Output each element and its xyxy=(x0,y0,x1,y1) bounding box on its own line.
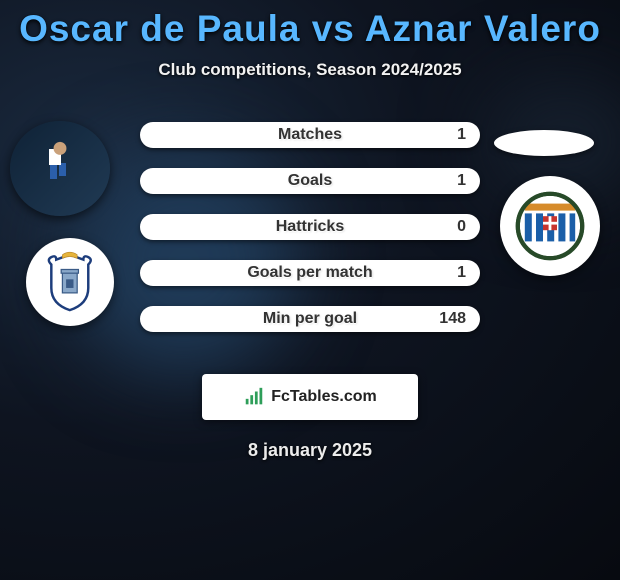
stat-label: Goals xyxy=(288,172,332,190)
logo-text: FcTables.com xyxy=(271,388,377,406)
stat-label: Hattricks xyxy=(276,218,344,236)
stat-row-hattricks: Hattricks 0 xyxy=(140,214,480,240)
logo-box: FcTables.com xyxy=(202,374,418,420)
club-crest-left-icon xyxy=(39,251,101,313)
club-crest-right-icon xyxy=(515,191,585,261)
stat-row-goals: Goals 1 xyxy=(140,168,480,194)
stat-row-matches: Matches 1 xyxy=(140,122,480,148)
stat-label: Goals per match xyxy=(247,264,372,282)
page-subtitle: Club competitions, Season 2024/2025 xyxy=(0,60,620,80)
stat-row-goals-per-match: Goals per match 1 xyxy=(140,260,480,286)
player-avatar-left xyxy=(10,121,110,216)
player-avatar-right-placeholder xyxy=(494,130,594,156)
player-silhouette-icon xyxy=(30,135,90,202)
stat-label: Matches xyxy=(278,126,342,144)
stat-value-right: 148 xyxy=(439,310,466,328)
stat-value-right: 0 xyxy=(457,218,466,236)
club-badge-right xyxy=(500,176,600,276)
player-photo-placeholder xyxy=(10,121,110,216)
stat-label: Min per goal xyxy=(263,310,357,328)
stat-value-right: 1 xyxy=(457,126,466,144)
stat-value-right: 1 xyxy=(457,172,466,190)
page-title: Oscar de Paula vs Aznar Valero xyxy=(0,0,620,50)
club-badge-left xyxy=(26,238,114,326)
stat-row-min-per-goal: Min per goal 148 xyxy=(140,306,480,332)
stat-value-right: 1 xyxy=(457,264,466,282)
comparison-stage: Matches 1 Goals 1 Hattricks 0 Goals per … xyxy=(0,116,620,356)
content: Oscar de Paula vs Aznar Valero Club comp… xyxy=(0,0,620,461)
logo-chart-icon xyxy=(243,386,265,408)
date-label: 8 january 2025 xyxy=(0,440,620,461)
stat-rows: Matches 1 Goals 1 Hattricks 0 Goals per … xyxy=(140,122,480,352)
